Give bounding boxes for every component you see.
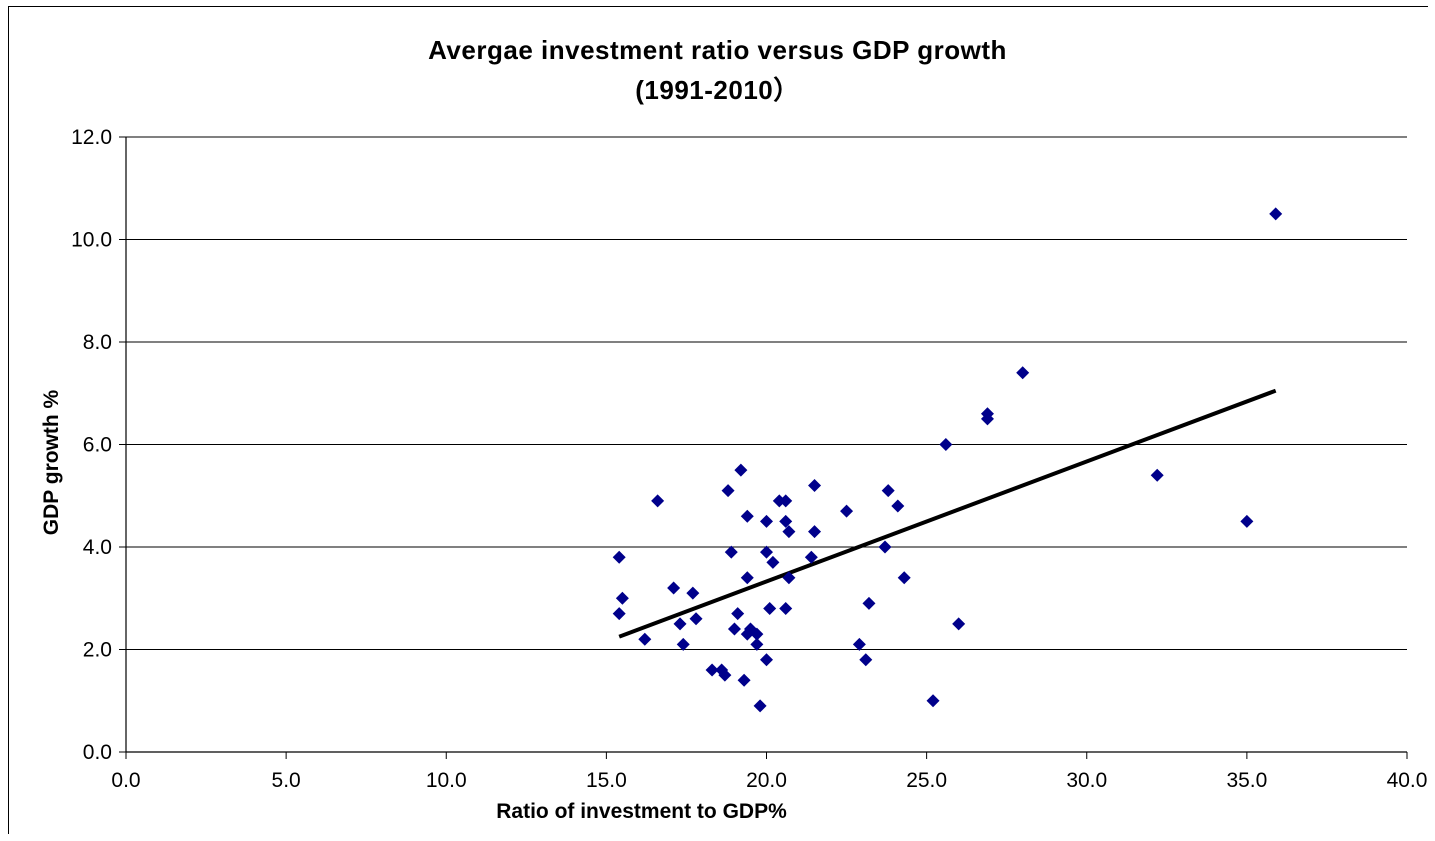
chart-subtitle: (1991-2010） [635,75,800,105]
trendline [618,388,1277,639]
data-point-15 [727,622,741,636]
x-tick-label-4: 20.0 [746,769,787,792]
y-tick-label-3: 6.0 [83,434,112,457]
trendline-group [618,388,1277,639]
data-point-8 [686,586,700,600]
x-axis-label: Ratio of investment to GDP% [496,800,787,823]
data-point-48 [926,694,940,708]
data-point-47 [897,571,911,585]
x-tick-label-1: 5.0 [272,769,301,792]
y-tick-label-4: 8.0 [83,331,112,354]
data-points [612,207,1283,713]
x-tick-label-6: 30.0 [1066,769,1107,792]
x-axis-ticks: 0.0 5.0 10.0 15.0 20.0 25.0 30.0 35.0 40.0 [111,752,1427,792]
data-point-44 [878,540,892,554]
data-point-27 [760,545,773,559]
data-point-45 [881,484,895,498]
data-point-25 [753,699,767,713]
x-tick-label-8: 40.0 [1387,769,1428,792]
x-tick-label-5: 25.0 [906,769,947,792]
data-point-16 [731,607,745,621]
data-point-0 [612,550,626,564]
y-tick-label-2: 4.0 [83,536,112,559]
data-point-35 [782,525,796,539]
data-point-10 [705,663,719,677]
data-point-42 [859,653,873,667]
data-point-28 [760,653,773,667]
data-point-18 [737,673,751,687]
chart-frame [8,6,1428,834]
data-point-24 [750,637,764,651]
y-axis-ticks: 0.0 2.0 4.0 6.0 8.0 10.0 12.0 [71,126,126,764]
data-point-53 [1016,366,1030,380]
data-point-26 [760,514,773,528]
data-point-54 [1150,468,1164,482]
data-point-12 [718,668,732,682]
data-point-5 [667,581,681,595]
gridlines [126,136,1407,650]
x-tick-label-0: 0.0 [111,769,140,792]
data-point-46 [891,499,905,513]
data-point-6 [673,617,687,631]
data-point-14 [724,545,738,559]
data-point-41 [852,637,866,651]
data-point-2 [612,607,626,621]
x-tick-label-7: 35.0 [1226,769,1267,792]
data-point-40 [840,504,854,518]
data-point-3 [638,632,652,646]
y-axis-label: GDP growth % [40,389,63,535]
chart-title: Avergae investment ratio versus GDP grow… [428,35,1007,65]
data-point-36 [782,571,796,585]
data-point-32 [779,494,793,508]
data-point-39 [808,525,822,539]
data-point-19 [740,509,754,523]
data-point-20 [740,571,754,585]
data-point-55 [1240,514,1254,528]
data-point-43 [862,596,876,610]
data-point-30 [766,555,780,569]
data-point-4 [651,494,665,508]
x-tick-label-2: 10.0 [426,769,467,792]
data-point-33 [779,514,793,528]
data-point-17 [734,463,748,477]
data-point-7 [676,637,690,651]
data-point-56 [1269,207,1283,221]
data-point-38 [808,479,822,492]
data-point-49 [939,438,953,451]
x-tick-label-3: 15.0 [586,769,627,792]
data-point-34 [779,602,793,615]
data-point-1 [615,591,629,605]
data-point-37 [804,550,818,564]
data-point-29 [763,602,777,615]
data-point-13 [721,484,735,498]
data-point-9 [689,612,703,626]
y-tick-label-5: 10.0 [71,229,112,252]
y-tick-label-0: 0.0 [83,741,112,764]
y-tick-label-1: 2.0 [83,639,112,662]
y-tick-label-6: 12.0 [71,126,112,149]
data-point-52 [980,412,994,426]
data-point-50 [952,617,966,631]
data-point-23 [750,627,764,641]
